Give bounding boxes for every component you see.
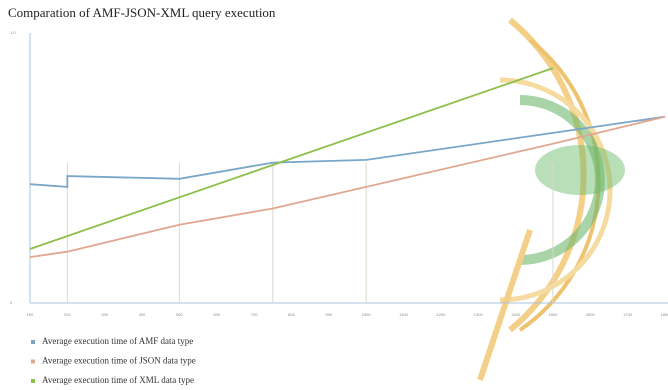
line [29, 67, 554, 250]
x-tick-label: 1500 [548, 312, 558, 317]
y-tick-label: 0 [10, 300, 13, 305]
arc [499, 77, 613, 303]
x-tick-label: 1600 [586, 312, 596, 317]
arc [518, 38, 601, 332]
chart-title: Comparation of AMF-JSON-XML query execut… [8, 5, 276, 20]
x-tick-label: 400 [139, 312, 146, 317]
x-tick-label: 1100 [399, 312, 408, 317]
x-tick-label: 600 [213, 312, 220, 317]
x-tick-label: 200 [64, 312, 71, 317]
line [29, 115, 666, 188]
legend-label: Average execution time of AMF data type [42, 336, 193, 346]
decoration [477, 17, 625, 381]
x-tick-label: 500 [176, 312, 183, 317]
arc [519, 95, 605, 265]
x-tick-label: 1300 [474, 312, 484, 317]
x-tick-label: 1200 [436, 312, 446, 317]
x-tick-label: 1000 [362, 312, 372, 317]
arc [477, 229, 533, 381]
legend-swatch [31, 359, 35, 364]
x-tick-label: 1400 [511, 312, 521, 317]
x-tick-label: 800 [288, 312, 295, 317]
y-tick-label: 1.0 [10, 30, 16, 35]
x-tick-label: 1700 [623, 312, 633, 317]
x-tick-label: 100 [27, 312, 34, 317]
legend-label: Average execution time of JSON data type [42, 356, 196, 366]
glow [535, 145, 625, 195]
legend-label: Average execution time of XML data type [42, 375, 194, 385]
x-tick-label: 900 [325, 312, 332, 317]
x-tick-label: 700 [251, 312, 258, 317]
x-tick-label: 300 [101, 312, 108, 317]
line [29, 115, 666, 258]
legend-swatch [31, 379, 35, 383]
legend-swatch [31, 340, 35, 344]
